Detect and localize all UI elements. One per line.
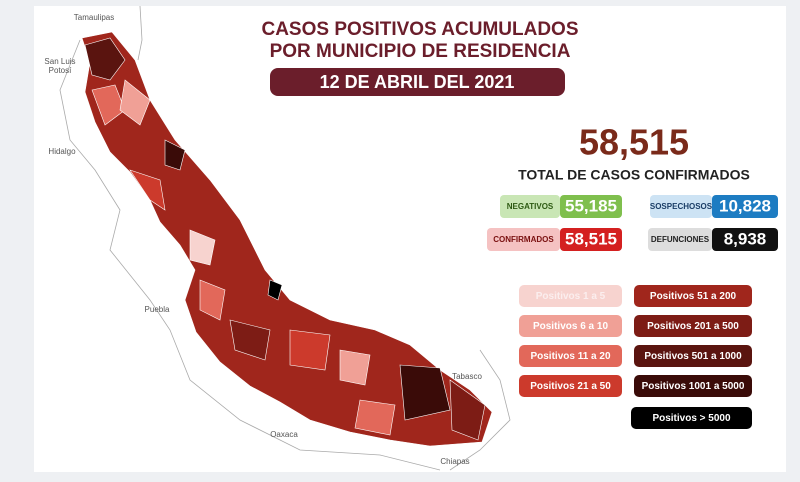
legend-swatch xyxy=(634,375,752,397)
stat-value: 55,185 xyxy=(565,196,617,215)
stat-value-box xyxy=(712,228,778,251)
stat-label: DEFUNCIONES xyxy=(651,235,710,244)
legend-label: Positivos 21 a 50 xyxy=(530,381,611,392)
total-label: TOTAL DE CASOS CONFIRMADOS xyxy=(518,167,750,183)
stat-value-box xyxy=(560,195,622,218)
stat-label: SOSPECHOSOS xyxy=(650,202,713,211)
legend-swatch xyxy=(631,407,752,429)
state-label: Hidalgo xyxy=(48,147,76,156)
legend-label: Positivos 1001 a 5000 xyxy=(642,381,745,392)
state-label: Potosí xyxy=(49,66,72,75)
legend-swatch xyxy=(634,345,752,367)
legend-label: Positivos 1 a 5 xyxy=(536,291,606,302)
legend-swatch xyxy=(634,315,752,337)
stat-label-box xyxy=(487,228,560,251)
legend-label: Positivos 501 a 1000 xyxy=(644,351,742,362)
stat-value: 8,938 xyxy=(724,229,767,248)
date: 12 DE ABRIL DEL 2021 xyxy=(320,72,515,92)
legend-swatch xyxy=(519,375,622,397)
title-line: CASOS POSITIVOS ACUMULADOS xyxy=(261,19,578,40)
map xyxy=(81,31,493,447)
state-label: Chiapas xyxy=(440,457,469,466)
stat-value-box xyxy=(560,228,622,251)
stat-label-box xyxy=(500,195,560,218)
legend-label: Positivos 51 a 200 xyxy=(650,291,737,302)
stat-value: 10,828 xyxy=(719,196,771,215)
stat-label: CONFIRMADOS xyxy=(493,235,554,244)
stat-label-box xyxy=(648,228,712,251)
state-label: Tabasco xyxy=(452,372,482,381)
legend-label: Positivos 6 a 10 xyxy=(533,321,608,332)
legend-label: Positivos 201 a 500 xyxy=(647,321,739,332)
stat-label: NEGATIVOS xyxy=(507,202,554,211)
legend-label: Positivos 11 a 20 xyxy=(530,351,610,362)
stat-label-box xyxy=(650,195,712,218)
legend-swatch xyxy=(519,285,622,307)
state-label: Tamaulipas xyxy=(74,13,114,22)
total-value: 58,515 xyxy=(579,122,689,163)
stat-value-box xyxy=(712,195,778,218)
legend-label: Positivos > 5000 xyxy=(652,413,731,424)
legend-swatch xyxy=(519,345,622,367)
date-banner xyxy=(270,68,565,96)
state-label: Oaxaca xyxy=(270,430,298,439)
legend-swatch xyxy=(519,315,622,337)
state-borders xyxy=(59,5,511,471)
state-label: San Luis xyxy=(44,57,75,66)
state-label: Puebla xyxy=(145,305,170,314)
title-line: POR MUNICIPIO DE RESIDENCIA xyxy=(270,41,571,62)
stat-value: 58,515 xyxy=(565,229,617,248)
legend-swatch xyxy=(634,285,752,307)
